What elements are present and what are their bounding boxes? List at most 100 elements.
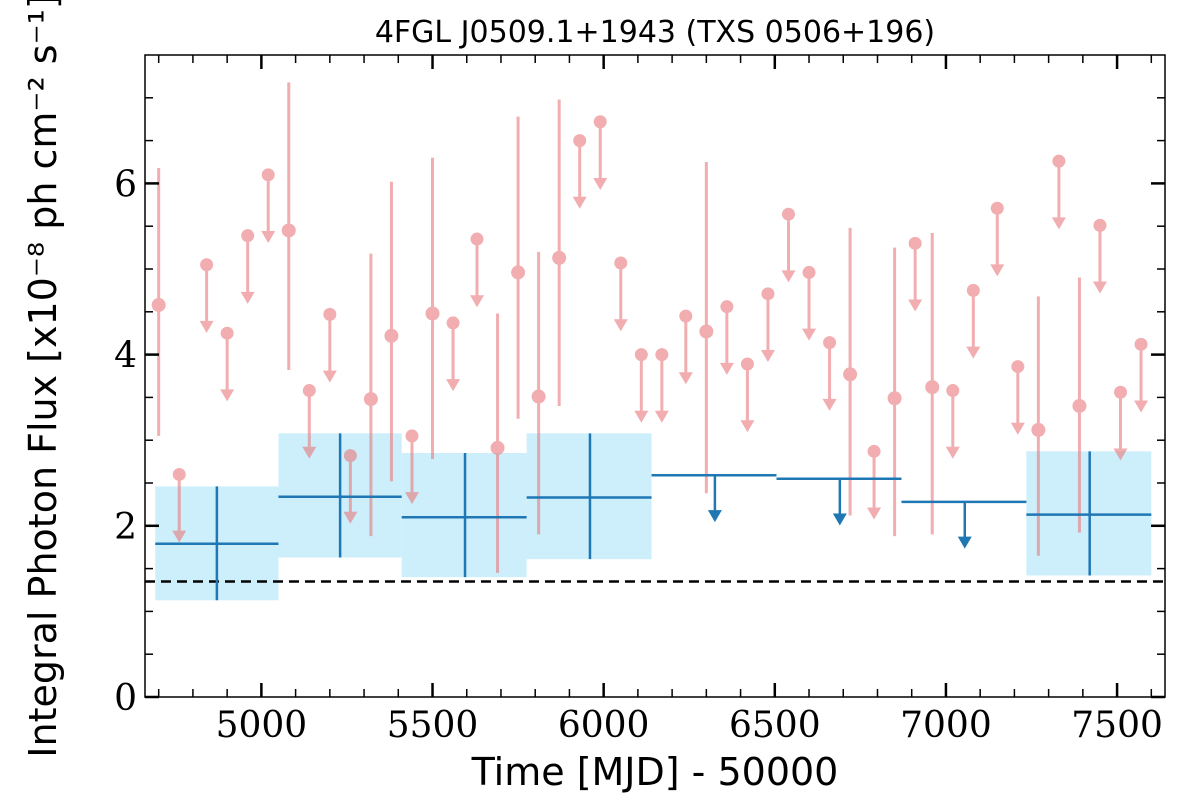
short-bin-upper-limit-10: [470, 232, 485, 308]
short-bin-ul-marker-14: [634, 348, 648, 362]
short-bin-ul-marker-0: [172, 467, 186, 481]
short-bin-ul-marker-5: [302, 384, 316, 398]
short-bin-ul-arrow-25: [945, 446, 960, 459]
short-bin-ul-arrow-26: [966, 346, 981, 359]
short-bin-ul-marker-6: [323, 307, 337, 321]
x-tick-label-7000: 7000: [900, 705, 992, 746]
short-bin-point-4: [425, 157, 440, 460]
short-bin-point-14: [1072, 277, 1087, 533]
plot-frame: [144, 54, 1166, 698]
short-bin-upper-limit-4: [261, 168, 276, 244]
short-bin-ul-arrow-4: [261, 231, 276, 244]
y-tick-label-2: 2: [114, 507, 137, 548]
short-bin-upper-limit-13: [613, 256, 628, 332]
short-bin-marker-13: [1031, 422, 1046, 437]
short-bin-upper-limit-0: [172, 467, 187, 543]
short-bin-ul-arrow-17: [719, 362, 734, 375]
short-bin-upper-limit-24: [908, 236, 923, 312]
short-bin-ul-arrow-16: [678, 372, 693, 385]
short-bin-ul-marker-9: [446, 316, 460, 330]
short-bin-upper-limit-22: [822, 336, 837, 411]
short-bin-upper-limit-9: [446, 316, 461, 392]
short-bin-marker-3: [384, 328, 399, 343]
short-bin-ul-marker-16: [679, 309, 693, 323]
x-tick-label-5500: 5500: [387, 705, 479, 746]
short-bin-upper-limit-31: [1113, 385, 1128, 461]
short-bin-ul-marker-18: [740, 357, 754, 371]
short-bin-point-3: [384, 181, 399, 482]
short-bin-point-7: [531, 251, 546, 535]
short-bin-point-0: [151, 167, 166, 436]
short-bin-marker-9: [699, 324, 714, 339]
short-bin-ul-arrow-2: [220, 389, 235, 402]
short-bin-ul-marker-8: [405, 429, 419, 443]
short-bin-ul-arrow-29: [1051, 217, 1066, 230]
short-bin-ul-arrow-24: [908, 299, 923, 312]
short-bin-ul-marker-27: [990, 201, 1004, 215]
short-bin-ul-marker-2: [220, 326, 234, 340]
short-bin-ul-marker-31: [1114, 385, 1128, 399]
short-bin-upper-limit-18: [740, 357, 755, 433]
short-bin-upper-limit-30: [1092, 218, 1107, 294]
short-bin-ul-arrow-32: [1134, 400, 1149, 413]
short-bin-upper-limit-11: [572, 134, 587, 209]
short-bin-upper-limit-28: [1010, 360, 1025, 435]
short-bin-point-1: [281, 82, 296, 371]
short-bin-point-9: [699, 162, 714, 494]
short-bin-upper-limit-5: [302, 384, 317, 459]
y-tick-label-0: 0: [114, 678, 137, 719]
short-bin-marker-2: [363, 392, 378, 407]
short-bin-ul-marker-19: [761, 287, 775, 301]
short-bin-marker-7: [531, 389, 546, 404]
long-bin-upper-limit-2: [901, 500, 1027, 549]
x-tick-label-5000: 5000: [216, 705, 308, 746]
short-bin-ul-marker-10: [470, 232, 484, 246]
short-bin-upper-limit-29: [1051, 154, 1066, 230]
short-bin-ul-marker-26: [966, 283, 980, 297]
short-bin-ul-marker-4: [261, 168, 275, 182]
x-tick-label-6000: 6000: [558, 705, 650, 746]
short-bin-ul-arrow-30: [1092, 281, 1107, 294]
long-bin-upper-limit-0: [651, 474, 777, 523]
short-bin-ul-marker-7: [343, 449, 357, 463]
short-bin-marker-6: [511, 265, 526, 280]
short-bin-marker-11: [887, 391, 902, 406]
short-bin-upper-limit-23: [867, 444, 882, 520]
short-bin-ul-arrow-31: [1113, 448, 1128, 461]
long-bin-point-1: [278, 433, 402, 558]
short-bin-ul-arrow-14: [634, 410, 649, 423]
short-bin-upper-limit-17: [719, 300, 734, 375]
y-axis-label: Integral Photon Flux [x10⁻⁸ ph cm⁻² s⁻¹]: [21, 0, 65, 758]
short-bin-ul-marker-29: [1052, 154, 1066, 168]
short-bin-marker-0: [151, 297, 166, 312]
long-bin-ul-arrow-2: [957, 536, 972, 549]
long-bin-ul-arrow-1: [832, 513, 847, 526]
short-bin-ul-arrow-13: [613, 319, 628, 332]
x-axis-label: Time [MJD] - 50000: [471, 750, 839, 794]
short-bin-ul-arrow-12: [593, 177, 608, 190]
short-bin-ul-arrow-6: [322, 370, 337, 383]
x-tick-label-6500: 6500: [729, 705, 821, 746]
short-bin-upper-limit-12: [593, 115, 608, 190]
long-bin-ul-arrow-0: [707, 510, 722, 523]
short-bin-upper-limit-26: [966, 283, 981, 359]
short-bin-ul-marker-21: [802, 265, 816, 279]
short-bin-point-10: [843, 227, 858, 516]
short-bin-ul-arrow-28: [1010, 422, 1025, 435]
y-tick-label-4: 4: [114, 336, 137, 377]
chart-title: 4FGL J0509.1+1943 (TXS 0506+196): [375, 15, 935, 50]
x-tick-label-7500: 7500: [1071, 705, 1163, 746]
long-bin-point-3: [526, 433, 652, 560]
short-bin-ul-arrow-10: [470, 295, 485, 308]
short-bin-ul-arrow-9: [446, 379, 461, 392]
short-bin-marker-1: [281, 223, 296, 238]
short-bin-ul-marker-3: [241, 229, 255, 243]
short-bin-point-11: [887, 247, 902, 537]
short-bin-ul-marker-12: [593, 115, 607, 129]
long-bin-upper-limit-1: [776, 477, 902, 526]
short-bin-upper-limit-21: [802, 265, 817, 341]
short-bin-ul-arrow-18: [740, 420, 755, 433]
short-bin-ul-marker-22: [823, 336, 837, 350]
short-bin-ul-arrow-20: [781, 270, 796, 283]
short-bin-marker-12: [925, 380, 940, 395]
